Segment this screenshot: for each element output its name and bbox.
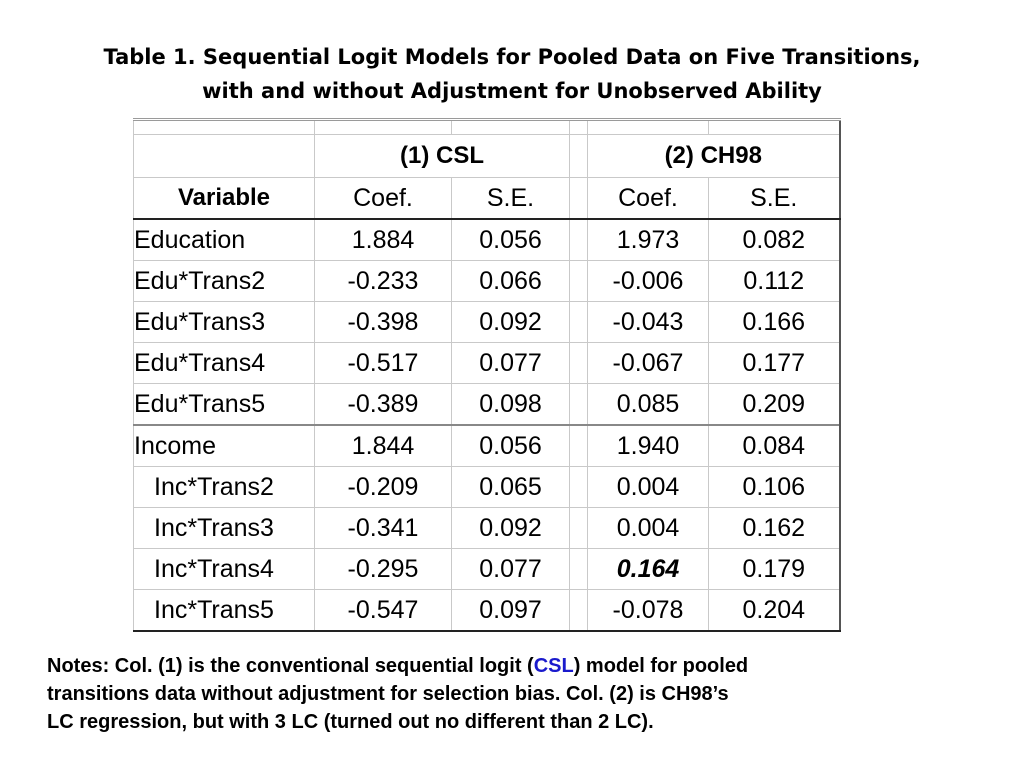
group-header-ch98: (2) CH98 [587, 134, 841, 178]
ch98-se-cell: 0.162 [708, 507, 841, 549]
csl-se-cell: 0.056 [451, 219, 570, 261]
ch98-coef-cell: 0.004 [587, 466, 709, 508]
results-table: (1) CSL (2) CH98 Variable Coef. S.E. Coe… [133, 118, 841, 632]
ch98-se-cell: 0.112 [708, 260, 841, 302]
column-gap [569, 301, 588, 343]
row-label: Inc*Trans2 [133, 466, 315, 508]
csl-se-cell: 0.092 [451, 507, 570, 549]
table-row: Edu*Trans3 -0.398 0.092 -0.043 0.166 [133, 301, 841, 343]
csl-se-cell: 0.092 [451, 301, 570, 343]
title-line-2: with and without Adjustment for Unobserv… [202, 79, 822, 103]
header-csl-coef: Coef. [314, 177, 452, 220]
header-ch98-coef: Coef. [587, 177, 709, 220]
table-row: Income 1.844 0.056 1.940 0.084 [133, 424, 841, 467]
csl-coef-cell: -0.209 [314, 466, 452, 508]
row-label: Edu*Trans5 [133, 383, 315, 426]
ch98-coef-cell: 0.004 [587, 507, 709, 549]
ch98-se-cell: 0.177 [708, 342, 841, 384]
table-row: Inc*Trans2 -0.209 0.065 0.004 0.106 [133, 466, 841, 508]
table-row: Edu*Trans5 -0.389 0.098 0.085 0.209 [133, 383, 841, 426]
row-label: Edu*Trans4 [133, 342, 315, 384]
notes-line-1: Notes: Col. (1) is the conventional sequ… [47, 655, 749, 677]
header-variable: Variable [133, 177, 315, 220]
table-top-spacer [133, 118, 841, 135]
notes-line-3: LC regression, but with 3 LC (turned out… [47, 711, 654, 733]
table-row: Edu*Trans2 -0.233 0.066 -0.006 0.112 [133, 260, 841, 302]
csl-se-cell: 0.066 [451, 260, 570, 302]
table-title: Table 1. Sequential Logit Models for Poo… [0, 40, 1024, 108]
ch98-coef-cell: 1.973 [587, 219, 709, 261]
csl-coef-cell: -0.233 [314, 260, 452, 302]
table-row: Inc*Trans3 -0.341 0.092 0.004 0.162 [133, 507, 841, 549]
csl-se-cell: 0.077 [451, 548, 570, 590]
csl-coef-cell: 1.844 [314, 424, 452, 467]
ch98-coef-cell: 0.164 [587, 548, 709, 590]
title-line-1: Table 1. Sequential Logit Models for Poo… [103, 45, 921, 69]
notes-line-2: transitions data without adjustment for … [47, 683, 729, 705]
table-row: Inc*Trans5 -0.547 0.097 -0.078 0.204 [133, 589, 841, 632]
row-label: Education [133, 219, 315, 261]
csl-se-cell: 0.097 [451, 589, 570, 632]
column-header-row: Variable Coef. S.E. Coef. S.E. [133, 177, 841, 220]
row-label: Edu*Trans2 [133, 260, 315, 302]
row-label: Inc*Trans5 [133, 589, 315, 632]
group-header-csl: (1) CSL [314, 134, 570, 178]
notes-csl-highlight: CSL [533, 655, 574, 677]
ch98-se-cell: 0.204 [708, 589, 841, 632]
ch98-coef-cell: -0.043 [587, 301, 709, 343]
ch98-coef-cell: 0.085 [587, 383, 709, 426]
csl-coef-cell: -0.295 [314, 548, 452, 590]
csl-coef-cell: -0.517 [314, 342, 452, 384]
csl-coef-cell: -0.341 [314, 507, 452, 549]
header-ch98-se: S.E. [708, 177, 841, 220]
csl-coef-cell: -0.398 [314, 301, 452, 343]
ch98-se-cell: 0.209 [708, 383, 841, 426]
ch98-se-cell: 0.082 [708, 219, 841, 261]
table-notes: Notes: Col. (1) is the conventional sequ… [47, 652, 987, 736]
row-label: Income [133, 424, 315, 467]
row-label: Inc*Trans4 [133, 548, 315, 590]
row-label: Inc*Trans3 [133, 507, 315, 549]
column-gap [569, 260, 588, 302]
column-gap [569, 507, 588, 549]
csl-coef-cell: -0.389 [314, 383, 452, 426]
ch98-se-cell: 0.179 [708, 548, 841, 590]
table-row: Inc*Trans4 -0.295 0.077 0.164 0.179 [133, 548, 841, 590]
ch98-coef-cell: -0.006 [587, 260, 709, 302]
ch98-se-cell: 0.166 [708, 301, 841, 343]
column-gap [569, 342, 588, 384]
csl-coef-cell: -0.547 [314, 589, 452, 632]
table-row: Education 1.884 0.056 1.973 0.082 [133, 219, 841, 261]
group-header-row: (1) CSL (2) CH98 [133, 134, 841, 178]
column-gap [569, 548, 588, 590]
table-row: Edu*Trans4 -0.517 0.077 -0.067 0.177 [133, 342, 841, 384]
csl-se-cell: 0.056 [451, 424, 570, 467]
column-gap [569, 466, 588, 508]
ch98-coef-cell: 1.940 [587, 424, 709, 467]
header-csl-se: S.E. [451, 177, 570, 220]
csl-se-cell: 0.077 [451, 342, 570, 384]
column-gap [569, 383, 588, 426]
ch98-coef-cell: -0.078 [587, 589, 709, 632]
csl-se-cell: 0.065 [451, 466, 570, 508]
ch98-se-cell: 0.084 [708, 424, 841, 467]
csl-coef-cell: 1.884 [314, 219, 452, 261]
column-gap [569, 589, 588, 632]
ch98-se-cell: 0.106 [708, 466, 841, 508]
row-label: Edu*Trans3 [133, 301, 315, 343]
column-gap [569, 219, 588, 261]
ch98-coef-cell: -0.067 [587, 342, 709, 384]
csl-se-cell: 0.098 [451, 383, 570, 426]
column-gap [569, 424, 588, 467]
